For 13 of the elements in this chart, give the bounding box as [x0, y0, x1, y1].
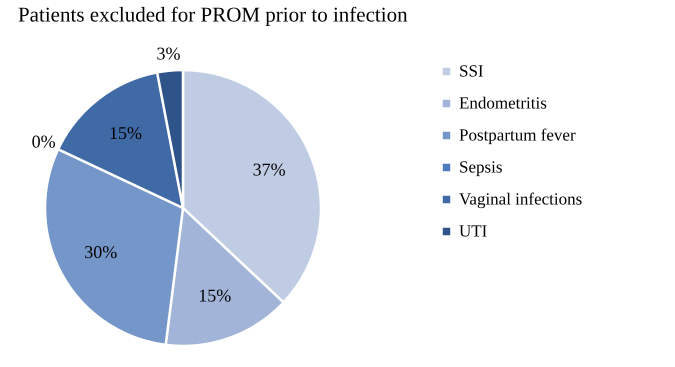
- data-label: 15%: [108, 122, 142, 143]
- data-label: 37%: [252, 160, 286, 180]
- data-label: 3%: [156, 44, 181, 64]
- data-label: 30%: [84, 242, 118, 262]
- legend-label: Endometritis: [459, 94, 547, 112]
- chart-title: Patients excluded for PROM prior to infection: [18, 2, 408, 27]
- legend-label: UTI: [459, 222, 488, 240]
- legend-label: Sepsis: [459, 158, 502, 176]
- legend-label: Vaginal infections: [459, 190, 582, 208]
- legend-label: Postpartum fever: [459, 126, 576, 144]
- text: 0%: [32, 131, 56, 152]
- legend-label: SSI: [459, 62, 484, 80]
- data-label: 15%: [198, 285, 232, 306]
